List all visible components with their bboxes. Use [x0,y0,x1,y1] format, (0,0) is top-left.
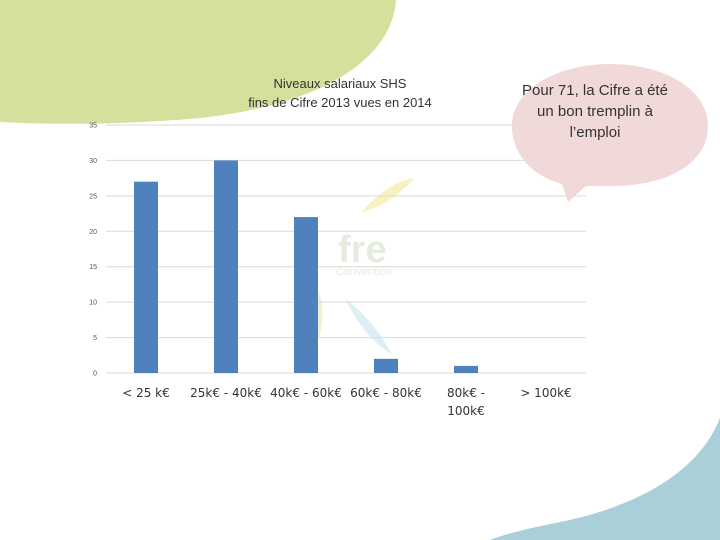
chart-title-line-2: fins de Cifre 2013 vues en 2014 [248,95,432,110]
chart-title: Niveaux salariaux SHS fins de Cifre 2013… [210,74,470,112]
x-category-label: < 25 k€ [122,386,170,400]
y-tick-label: 20 [89,229,97,236]
top-left-green-shape [0,0,396,124]
x-category-label: 100k€ [447,404,485,418]
x-axis-categories: < 25 k€ 25k€ - 40k€ 40k€ - 60k€ 60k€ - 80k€… [122,386,571,418]
y-tick-label: 5 [93,335,97,342]
callout-bubble-shape [512,64,708,202]
bar [214,160,238,373]
gridlines [106,124,586,374]
bars [134,160,478,373]
callout-text: Pour 71, la Cifre a été un bon tremplin … [522,82,668,141]
bar [134,181,158,373]
y-axis-ticks: 0 5 10 15 20 25 30 35 [89,123,97,378]
x-category-label: > 100k€ [520,386,571,400]
bottom-right-blue-shape [490,418,720,540]
y-tick-label: 10 [89,300,97,307]
y-tick-label: 25 [89,193,97,200]
y-tick-label: 35 [89,123,97,130]
y-tick-label: 15 [89,264,97,271]
watermark-text: fre [338,229,387,271]
x-category-label: 60k€ - 80k€ [350,386,422,400]
x-category-label: 40k€ - 60k€ [270,386,342,400]
watermark-subtext: Convention [336,266,392,278]
y-tick-label: 0 [93,371,97,378]
bar [374,358,398,373]
bar [454,365,478,373]
chart-title-line-1: Niveaux salariaux SHS [273,76,407,91]
y-tick-label: 30 [89,158,97,165]
x-category-label: 80k€ - [447,386,485,400]
bar [294,217,318,373]
x-category-label: 25k€ - 40k€ [190,386,262,400]
